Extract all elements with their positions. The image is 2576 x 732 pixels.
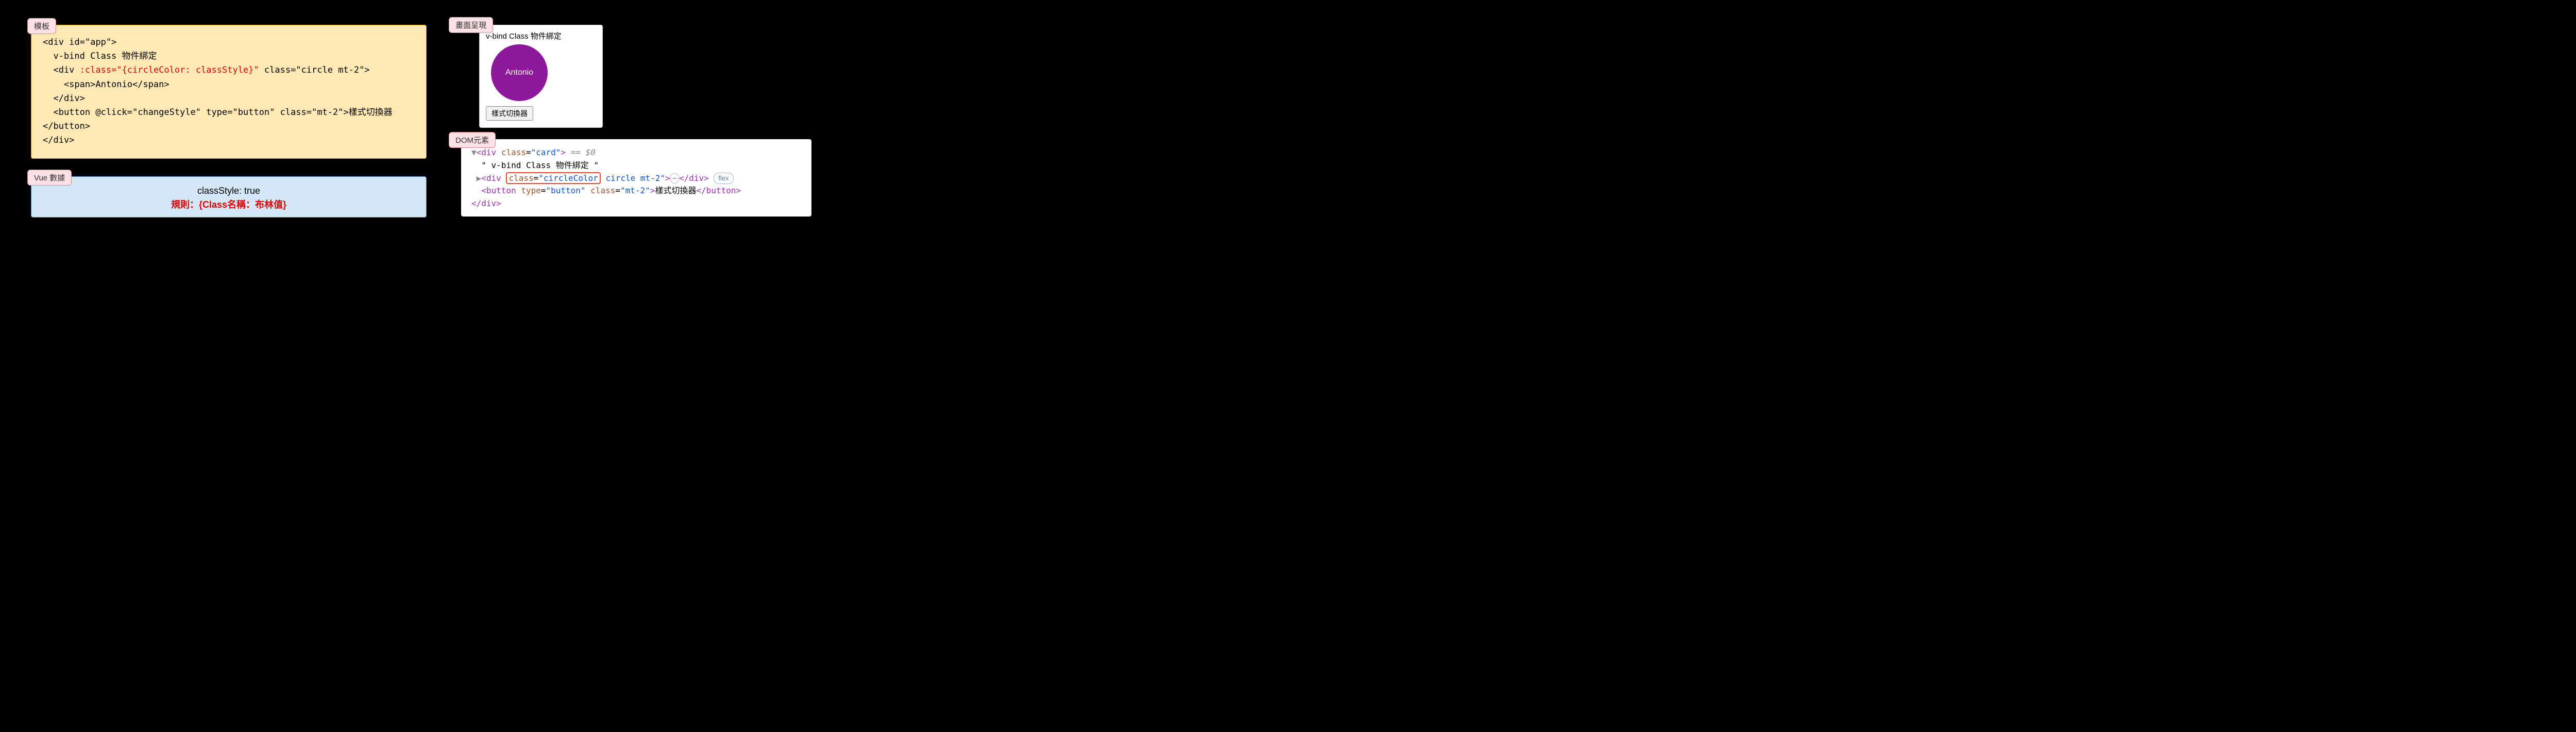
code-line-6: <button @click="changeStyle" type="butto… xyxy=(43,107,393,118)
dom-l2-text: " v-bind Class 物件綁定 " xyxy=(471,160,599,170)
dom-l1-close: > xyxy=(561,147,566,157)
dom-l3-hlval: "circleColor xyxy=(538,173,598,183)
dom-l4-attr2: class xyxy=(590,186,615,195)
dom-l4-val1: "button" xyxy=(546,186,586,195)
dom-l3-open: <div xyxy=(481,173,506,183)
dom-l5-end: </div> xyxy=(471,198,501,208)
render-label: 畫面呈現 xyxy=(449,17,493,33)
render-title: v-bind Class 物件綁定 xyxy=(486,30,596,41)
dom-code: ▼<div class="card"> == $0 " v-bind Class… xyxy=(471,146,807,210)
dom-l3-close: > xyxy=(665,173,670,183)
code-line-7: </button> xyxy=(43,121,90,131)
flex-badge: flex xyxy=(714,173,733,184)
code-line-8: </div> xyxy=(43,135,74,145)
ellipsis-icon[interactable]: ⋯ xyxy=(670,173,679,184)
render-panel: 畫面呈現 v-bind Class 物件綁定 Antonio 樣式切換器 xyxy=(479,25,603,128)
template-code: <div id="app"> v-bind Class 物件綁定 <div :c… xyxy=(43,36,415,148)
dom-l1-attr: class xyxy=(501,147,526,157)
dom-l4-open: <button xyxy=(471,186,521,195)
data-rule: 規則：{Class名稱：布林值} xyxy=(31,198,426,212)
dom-label: DOM元素 xyxy=(449,132,496,148)
dom-l3-restval: circle mt-2" xyxy=(601,173,665,183)
data-line-1: classStyle: true xyxy=(31,184,426,198)
template-panel: 模板 <div id="app"> v-bind Class 物件綁定 <div… xyxy=(31,25,427,159)
dom-highlight-box: class="circleColor xyxy=(506,172,600,184)
dom-l1-open: <div xyxy=(477,147,501,157)
code-line-1: <div id="app"> xyxy=(43,37,116,47)
triangle-down-icon[interactable]: ▼ xyxy=(471,147,477,157)
dom-l4-attr1: type xyxy=(521,186,541,195)
code-line-2: v-bind Class 物件綁定 xyxy=(43,51,157,61)
code-line-4: <span>Antonio</span> xyxy=(43,79,170,90)
dom-l1-val: "card" xyxy=(531,147,561,157)
triangle-right-icon[interactable]: ▶ xyxy=(477,173,482,183)
style-toggle-button[interactable]: 樣式切換器 xyxy=(486,106,533,121)
diagram-canvas: 模板 <div id="app"> v-bind Class 物件綁定 <div… xyxy=(10,10,814,227)
dom-l1-dollar: == $0 xyxy=(566,147,596,157)
dom-l1-eq: = xyxy=(526,147,531,157)
dom-l4-val2: "mt-2" xyxy=(620,186,650,195)
data-panel: Vue 數據 classStyle: true 規則：{Class名稱：布林值} xyxy=(31,176,427,218)
dom-l3-eq: = xyxy=(534,173,539,183)
dom-l4-close: > xyxy=(650,186,655,195)
code-line-3-pre: <div xyxy=(43,65,80,75)
dom-l4-text: 樣式切換器 xyxy=(655,186,696,195)
dom-panel: DOM元素 ▼<div class="card"> == $0 " v-bind… xyxy=(461,139,811,217)
data-label: Vue 數據 xyxy=(27,170,72,186)
template-label: 模板 xyxy=(27,18,56,34)
code-line-3-highlight: :class="{circleColor: classStyle}" xyxy=(80,65,259,75)
dom-l3-attr: class xyxy=(509,173,533,183)
circle-text: Antonio xyxy=(505,68,533,77)
dom-l4-end: </button> xyxy=(696,186,741,195)
render-circle: Antonio xyxy=(491,44,548,101)
code-line-5: </div> xyxy=(43,93,85,104)
dom-l3-end: </div> xyxy=(679,173,709,183)
code-line-3-post: class="circle mt-2"> xyxy=(259,65,370,75)
